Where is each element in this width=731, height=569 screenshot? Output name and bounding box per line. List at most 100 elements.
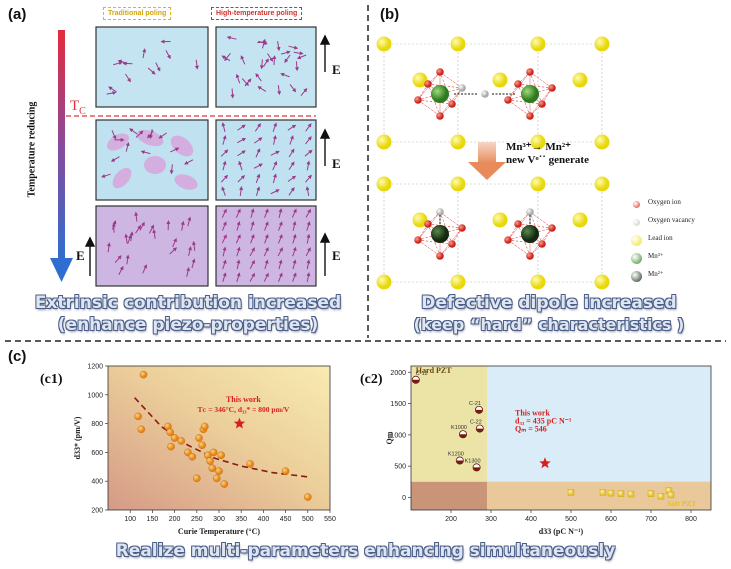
- lead-ion: [530, 274, 546, 290]
- dipole: [117, 59, 128, 64]
- dipole: [129, 128, 138, 135]
- c1-data-point: [137, 425, 146, 434]
- c2-xtick-label: 500: [565, 516, 577, 523]
- oxygen-ion: [504, 96, 512, 104]
- dipole: [169, 247, 178, 255]
- panel-b-caption-2: (keep “hard” characteristics ): [413, 315, 685, 334]
- c2-hard-point-label: C-12: [416, 371, 428, 377]
- dipole: [114, 255, 122, 264]
- dipole: [255, 73, 262, 82]
- legend-swatch: [630, 234, 642, 246]
- c2-hard-point-label: K1200: [448, 452, 464, 458]
- dipole: [148, 224, 155, 234]
- dipole: [222, 160, 227, 171]
- dipole: [305, 174, 312, 183]
- oxygen-vacancy: [436, 208, 444, 216]
- dipole: [165, 50, 171, 60]
- oxygen-vacancy: [526, 208, 534, 216]
- dipole: [288, 45, 299, 50]
- dipole: [272, 134, 277, 145]
- dipole: [249, 259, 255, 269]
- dipole: [288, 161, 295, 171]
- panel-b-label: (b): [380, 6, 400, 23]
- dipole: [235, 73, 241, 84]
- legend-swatch: [632, 218, 640, 226]
- dipole: [287, 175, 297, 182]
- dipole: [292, 233, 297, 244]
- c1-xtick-label: 150: [147, 516, 159, 523]
- oxygen-ion: [414, 96, 422, 104]
- panel-a-caption-2: (enhance piezo-properties): [57, 315, 319, 335]
- lead-ion: [412, 212, 428, 228]
- dipole: [186, 267, 190, 277]
- panel-a-label: (a): [8, 6, 27, 23]
- dipole: [220, 174, 229, 183]
- c1-data-point: [217, 451, 226, 460]
- dipole: [305, 247, 311, 257]
- dipole: [280, 72, 290, 78]
- dipole: [239, 186, 244, 197]
- oxygen-ion: [414, 236, 422, 244]
- c2-this-work-text: Qₘ = 546: [515, 425, 547, 434]
- dipole: [152, 228, 157, 239]
- c1-plot-area: [107, 365, 331, 511]
- tc-label: TC: [70, 98, 86, 117]
- c2-ytick-label: 2000: [390, 370, 406, 377]
- c1-xtick-label: 250: [191, 516, 203, 523]
- c1-data-point: [209, 448, 218, 457]
- c2-hard-point-fill: [459, 434, 467, 438]
- e-label-row3: E: [332, 248, 341, 263]
- oxygen-ion: [526, 112, 534, 120]
- dipole: [221, 55, 231, 62]
- dipole: [101, 173, 111, 178]
- c1-data-point: [134, 412, 142, 421]
- temperature-arrow-head: [50, 258, 73, 282]
- c1-data-point: [212, 474, 221, 483]
- lead-ion: [450, 274, 466, 290]
- oxygen-ion: [526, 252, 534, 260]
- tag-traditional-poling: Traditional poling: [103, 7, 172, 20]
- dipole: [250, 208, 255, 218]
- lead-ion: [492, 212, 508, 228]
- dipole: [280, 50, 291, 55]
- c1-ytick-label: 1200: [87, 364, 103, 371]
- e-label-row1: E: [332, 62, 341, 77]
- legend-swatch: [630, 270, 642, 282]
- lead-ion: [376, 134, 392, 150]
- reaction-line-2: new Vᵒ˙˙ generate: [506, 154, 589, 166]
- c2-soft-point: [657, 493, 665, 500]
- dipole: [129, 231, 134, 242]
- oxygen-ion: [514, 80, 522, 88]
- dipole: [158, 132, 167, 139]
- panel-c-label: (c): [8, 348, 27, 365]
- dipole: [221, 234, 227, 244]
- dipole: [240, 55, 246, 65]
- e-label-row2: E: [332, 156, 341, 171]
- legend-label: Oxygen ion: [648, 198, 681, 206]
- dipole: [135, 130, 144, 138]
- c2-xtick-label: 400: [525, 516, 537, 523]
- c1-ytick-label: 800: [91, 421, 103, 428]
- dipole: [294, 61, 299, 72]
- dipole: [172, 237, 177, 248]
- oxygen-vacancy: [458, 84, 466, 92]
- c1-xtick-label: 350: [235, 516, 247, 523]
- oxygen-ion: [548, 224, 556, 232]
- dipole: [289, 135, 294, 145]
- dipole: [255, 186, 261, 196]
- c2-ylabel: Qm: [385, 431, 394, 444]
- c1-data-point: [220, 480, 229, 488]
- dipole: [306, 160, 311, 171]
- c1-this-work-title: This work: [226, 395, 261, 404]
- dipole: [288, 148, 295, 158]
- dipole: [276, 41, 281, 52]
- dipole: [306, 259, 311, 270]
- oxygen-ion: [504, 236, 512, 244]
- oxygen-ion: [458, 224, 466, 232]
- c1-xtick-label: 400: [258, 516, 270, 523]
- legend-label: Lead ion: [648, 234, 673, 242]
- dipole-arrows: [101, 35, 313, 283]
- reaction-line-1: Mn³⁺→ Mn²⁺: [506, 141, 571, 153]
- dipole: [296, 54, 307, 60]
